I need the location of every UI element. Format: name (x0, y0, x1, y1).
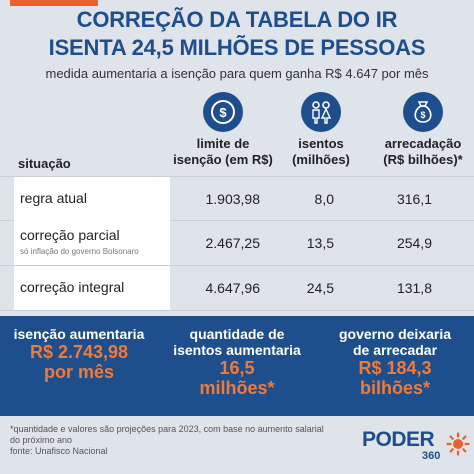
sunburst-icon (446, 432, 470, 456)
svg-text:$: $ (219, 105, 227, 120)
row-label-cell: regra atual (14, 177, 170, 221)
row-limite: 1.903,98 (205, 191, 261, 207)
column-header-arrecadacao: $ arrecadação (R$ bilhões)* (373, 92, 473, 168)
row-arrecadacao: 254,9 (396, 235, 432, 251)
svg-text:$: $ (420, 110, 425, 120)
table-row: correção integral 4.647,96 24,5 131,8 (0, 266, 474, 311)
row-limite: 2.467,25 (205, 235, 261, 251)
data-table: regra atual 1.903,98 8,0 316,1 correção … (0, 176, 474, 311)
summary-isentos-value-1: 16,5 (219, 358, 255, 378)
column-label-isentos-2: (milhões) (292, 152, 350, 167)
column-label-arrecadacao-1: arrecadação (384, 136, 462, 151)
row-situacao: correção parcial (20, 227, 120, 243)
footnote-source: fonte: Unafisco Nacional (10, 446, 108, 456)
column-label-limite-1: limite de (196, 136, 250, 151)
page-title-line-1: CORREÇÃO DA TABELA DO IR (76, 7, 398, 32)
column-label-situacao: situação (18, 156, 71, 171)
row-situacao: correção integral (20, 279, 125, 295)
row-isentos: 24,5 (306, 280, 334, 296)
page-subtitle: medida aumentaria a isenção para quem ga… (45, 66, 429, 81)
summary-isentos: quantidade de isentos aumentaria 16,5 mi… (158, 326, 316, 398)
row-label-cell: correção integral (14, 266, 170, 310)
logo-name: PODER (362, 428, 435, 451)
row-situacao: regra atual (20, 190, 87, 206)
footnote-line-1: *quantidade e valores são projeções para… (10, 424, 324, 434)
summary-isentos-head-2: isentos aumentaria (173, 342, 301, 358)
summary-isencao-head: isenção aumentaria (13, 326, 145, 342)
top-accent-bar (10, 0, 98, 6)
dollar-coin-icon: $ (203, 92, 243, 132)
row-limite: 4.647,96 (205, 280, 261, 296)
row-isentos: 13,5 (306, 235, 334, 251)
column-label-isentos-1: isentos (298, 136, 344, 151)
row-isentos: 8,0 (314, 191, 334, 207)
table-row: regra atual 1.903,98 8,0 316,1 (0, 176, 474, 221)
summary-arrecadacao-head-2: de arrecadar (352, 342, 438, 358)
row-note: só inflação do governo Bolsonaro (20, 247, 139, 256)
table-row: correção parcial só inflação do governo … (0, 221, 474, 266)
page-title-line-2: ISENTA 24,5 MILHÕES DE PESSOAS (48, 35, 426, 60)
title-block: CORREÇÃO DA TABELA DO IR ISENTA 24,5 MIL… (0, 6, 474, 62)
summary-arrecadacao-value-2: bilhões* (359, 378, 430, 398)
summary-arrecadacao-head-1: governo deixaria (338, 326, 452, 342)
logo-number: 360 (422, 450, 441, 462)
summary-isentos-head-1: quantidade de (189, 326, 285, 342)
summary-isencao: isenção aumentaria R$ 2.743,98 por mês (0, 326, 158, 382)
column-label-limite-2: isenção (em R$) (173, 152, 273, 167)
money-bag-icon: $ (403, 92, 443, 132)
summary-isentos-value-2: milhões* (199, 378, 275, 398)
summary-arrecadacao-value-1: R$ 184,3 (358, 358, 432, 378)
summary-band: isenção aumentaria R$ 2.743,98 por mês q… (0, 316, 474, 416)
summary-isencao-value-1: R$ 2.743,98 (29, 342, 129, 362)
row-arrecadacao: 131,8 (396, 280, 432, 296)
people-icon (301, 92, 341, 132)
column-header-isentos: isentos (milhões) (286, 92, 356, 168)
poder360-logo: PODER 360 (362, 428, 470, 470)
column-label-arrecadacao-2: (R$ bilhões)* (383, 152, 463, 167)
summary-arrecadacao: governo deixaria de arrecadar R$ 184,3 b… (316, 326, 474, 398)
column-header-limite: $ limite de isenção (em R$) (168, 92, 278, 168)
row-arrecadacao: 316,1 (396, 191, 432, 207)
footnote: *quantidade e valores são projeções para… (10, 424, 350, 457)
row-label-cell: correção parcial só inflação do governo … (14, 221, 170, 265)
summary-isencao-value-2: por mês (43, 362, 115, 382)
footnote-line-2: do próximo ano (10, 435, 73, 445)
